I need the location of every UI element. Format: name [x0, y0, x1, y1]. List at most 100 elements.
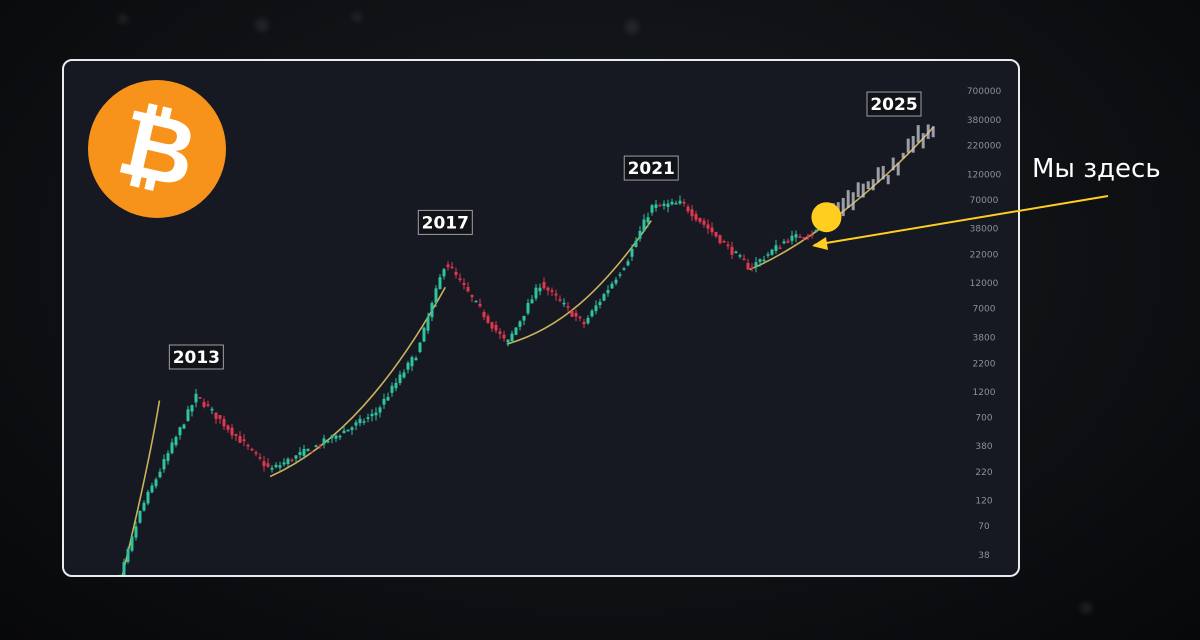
- candle: [630, 248, 634, 257]
- candle: [650, 205, 654, 213]
- y-tick-label: 380: [975, 442, 992, 452]
- candle: [398, 374, 402, 384]
- candle: [530, 299, 534, 304]
- candle: [390, 385, 394, 393]
- y-tick-label: 3800: [973, 333, 996, 343]
- y-tick-label: 220: [975, 468, 992, 478]
- candle: [262, 461, 266, 467]
- candle: [478, 303, 482, 307]
- candle: [250, 448, 254, 451]
- candle: [814, 230, 818, 232]
- y-tick-label: 2200: [973, 359, 996, 369]
- candle: [122, 562, 126, 575]
- y-tick-label: 120000: [967, 170, 1002, 180]
- candle: [678, 200, 682, 204]
- candle: [718, 235, 722, 244]
- candle: [290, 459, 294, 462]
- candle: [654, 204, 658, 208]
- candle: [510, 333, 514, 342]
- candle: [494, 324, 498, 331]
- candle: [774, 245, 778, 251]
- candle: [130, 536, 134, 551]
- candle: [134, 526, 138, 538]
- candle: [694, 214, 698, 220]
- candle: [686, 206, 690, 212]
- candle: [670, 201, 674, 205]
- projection-candle: [896, 162, 900, 176]
- candle: [370, 413, 374, 417]
- year-label: 2017: [417, 209, 473, 235]
- projection-candle: [831, 203, 835, 221]
- candle: [778, 247, 782, 249]
- year-label-box: [623, 155, 679, 181]
- candle: [194, 393, 198, 403]
- candle: [750, 267, 754, 269]
- candle: [682, 202, 686, 204]
- bitcoin-logo: ₿: [88, 80, 226, 218]
- candle: [434, 288, 438, 303]
- bokeh-light: [352, 12, 362, 22]
- candle: [138, 510, 142, 523]
- candle: [578, 316, 582, 319]
- candle: [426, 317, 430, 331]
- candle: [218, 415, 222, 419]
- candle: [318, 445, 322, 447]
- candle: [382, 398, 386, 405]
- trend-curve: [269, 286, 447, 478]
- candle: [246, 444, 250, 447]
- candle: [622, 268, 626, 270]
- candle: [790, 235, 794, 241]
- candle: [158, 471, 162, 478]
- candle: [658, 204, 662, 207]
- candle: [402, 372, 406, 378]
- candle: [294, 455, 298, 459]
- bokeh-light: [255, 18, 269, 32]
- year-label: 2025: [866, 91, 922, 117]
- projection-candle: [916, 125, 920, 143]
- projection-candle: [926, 124, 930, 140]
- candle: [470, 295, 474, 297]
- candle: [270, 467, 274, 470]
- candle: [486, 316, 490, 323]
- candle: [338, 435, 342, 438]
- candle: [794, 234, 798, 238]
- candle: [666, 203, 670, 207]
- candle: [322, 438, 326, 445]
- projection-candle: [826, 212, 830, 223]
- candle: [710, 227, 714, 233]
- candle: [574, 312, 578, 317]
- candle: [554, 293, 558, 296]
- candle: [198, 397, 202, 399]
- candle: [582, 321, 586, 325]
- candle: [518, 321, 522, 327]
- year-label-text: 2025: [870, 95, 917, 115]
- candle: [394, 382, 398, 389]
- candle: [410, 357, 414, 367]
- candle: [618, 274, 622, 276]
- candle: [274, 464, 278, 468]
- candle: [458, 278, 462, 280]
- candle: [714, 232, 718, 237]
- trend-curves: [121, 125, 935, 575]
- candle: [362, 421, 366, 423]
- candle: [626, 261, 630, 266]
- candle: [186, 409, 190, 421]
- projection-candle: [841, 197, 845, 217]
- projection-candle: [866, 181, 870, 190]
- candle: [690, 209, 694, 217]
- candle: [442, 269, 446, 277]
- candle: [314, 445, 318, 448]
- trend-curve: [121, 400, 161, 575]
- candle: [310, 451, 314, 453]
- candle: [506, 339, 510, 343]
- candle: [746, 262, 750, 270]
- y-tick-label: 22000: [970, 250, 999, 260]
- y-tick-label: 38000: [970, 225, 999, 235]
- projection-candle: [876, 167, 880, 183]
- candle: [258, 457, 262, 459]
- candle: [642, 219, 646, 232]
- candle: [438, 277, 442, 290]
- candle: [646, 217, 650, 223]
- candle: [358, 418, 362, 424]
- projection-candle: [881, 165, 885, 180]
